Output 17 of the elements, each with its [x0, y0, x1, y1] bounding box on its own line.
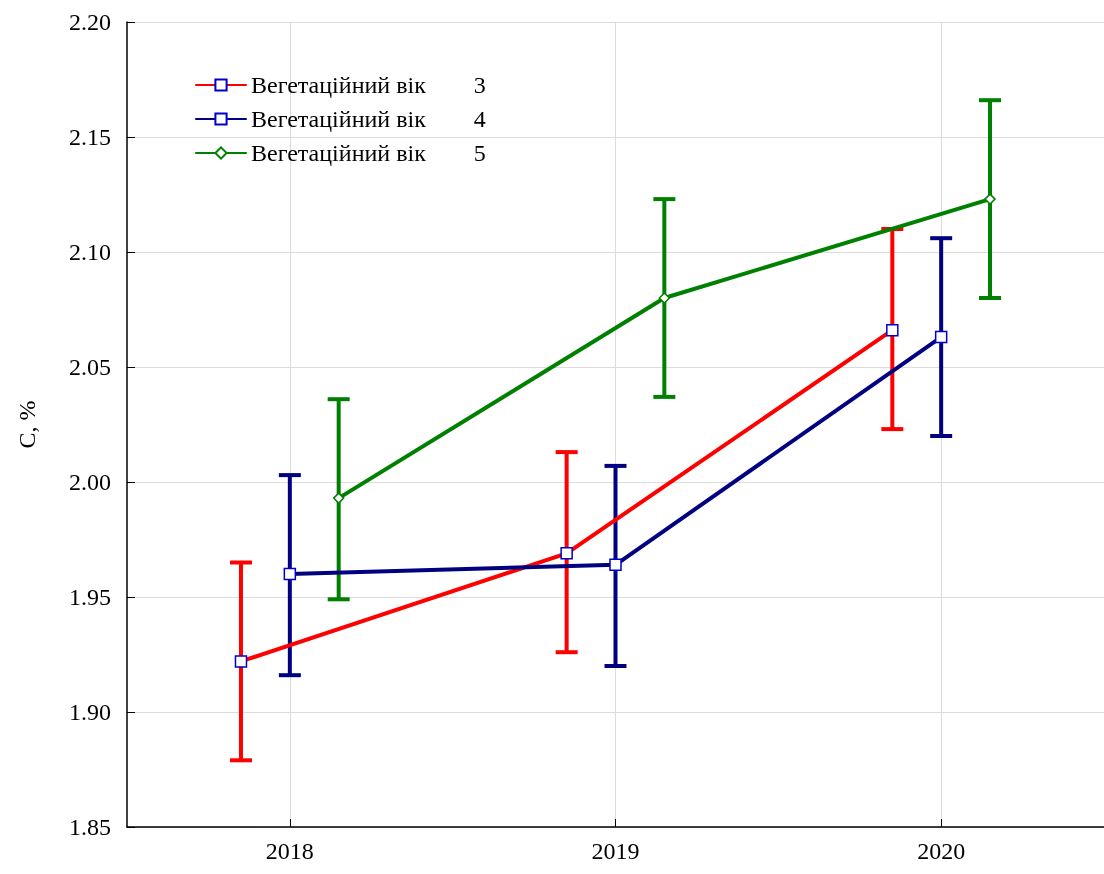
point [332, 492, 345, 504]
y-tick-label: 2.15 [69, 124, 111, 150]
legend-label: Вегетаційний вік 3 [251, 72, 486, 98]
x-tick-label: 2020 [917, 838, 966, 864]
y-axis-title: C, % [14, 400, 40, 449]
y-tick-label: 2.00 [69, 469, 111, 495]
y-tick-label: 2.10 [69, 239, 111, 265]
legend-label: Вегетаційний вік 4 [251, 106, 486, 132]
y-tick-label: 1.95 [69, 584, 111, 610]
y-tick-label: 2.05 [69, 354, 111, 380]
y-tick-label: 1.85 [69, 814, 111, 840]
point [658, 292, 671, 304]
y-tick-label: 2.20 [69, 9, 111, 35]
y-tick-label: 1.90 [69, 699, 111, 725]
x-tick-label: 2019 [591, 838, 640, 864]
legend-label: Вегетаційний вік 5 [251, 140, 486, 166]
x-tick-label: 2018 [265, 838, 314, 864]
